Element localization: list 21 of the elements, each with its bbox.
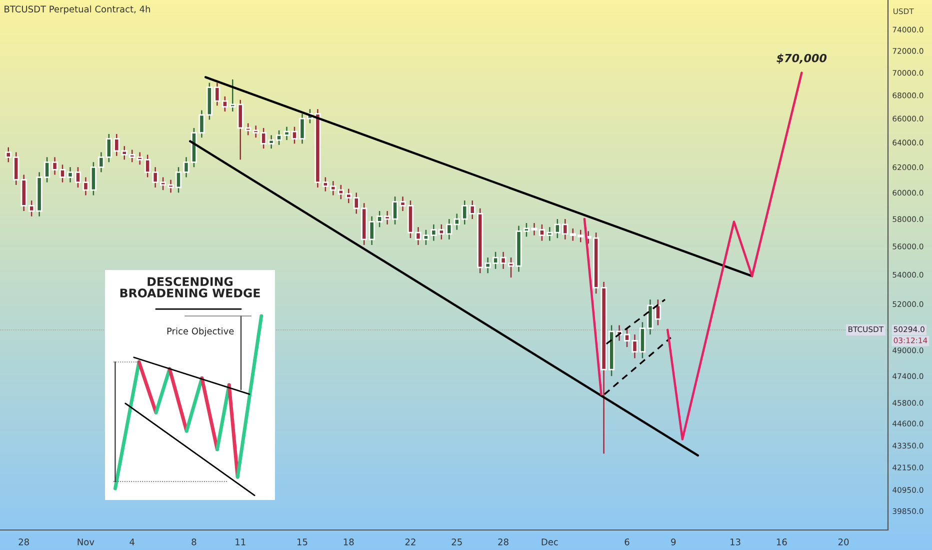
- x-tick-label: 9: [671, 538, 676, 546]
- x-tick-label: 16: [776, 538, 787, 546]
- x-tick-label: 8: [192, 538, 196, 546]
- x-tick-label: Dec: [542, 538, 558, 546]
- x-tick-label: 18: [344, 538, 354, 546]
- x-tick-label: 15: [297, 538, 308, 546]
- x-tick-label: 28: [498, 538, 508, 546]
- x-tick-label: 28: [18, 538, 29, 546]
- x-tick-label: Nov: [78, 538, 94, 546]
- candlestick: [654, 298, 661, 326]
- x-tick-label: 25: [452, 538, 462, 546]
- x-tick-label: 11: [236, 538, 246, 546]
- text: BTCUSDT Perpetual Contract, 4h: [4, 6, 150, 14]
- x-tick-label: 20: [838, 538, 849, 546]
- x-tick-label: 13: [730, 538, 740, 546]
- x-tick-label: 4: [130, 538, 134, 546]
- annotation: $70,000: [776, 54, 827, 64]
- annotation: Price Objective: [167, 328, 234, 336]
- x-tick-label: 22: [405, 538, 416, 546]
- x-tick-label: 6: [624, 538, 630, 546]
- annotation: DESCENDING BROADENING WEDGE: [120, 277, 260, 298]
